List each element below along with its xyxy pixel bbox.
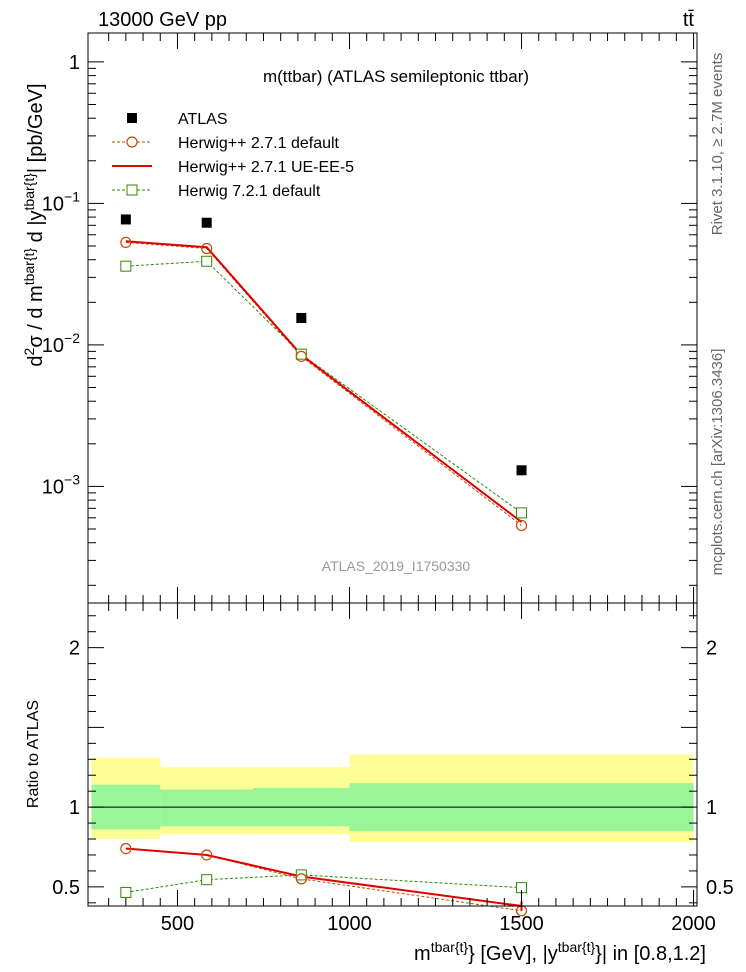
- point-atlas: [201, 217, 212, 228]
- point-herwigpp-default: [515, 519, 528, 532]
- ratio-point-herwigpp-default: [201, 849, 213, 861]
- x-tick-label: 1000: [327, 913, 372, 935]
- point-herwig7: [295, 348, 307, 360]
- ratio-band-inner: [160, 789, 254, 827]
- ratio-point-herwig7: [295, 869, 307, 881]
- series-line-herwigpp-default: [125, 241, 522, 526]
- ratio-line-herwigpp-ue-ee-5: [125, 847, 522, 907]
- ratio-plot-frame: [87, 602, 698, 907]
- x-tick-label: 2000: [671, 913, 716, 935]
- x-tick-label: 1500: [499, 913, 544, 935]
- legend-marker-atlas: [127, 113, 137, 123]
- ratio-point-herwig7: [201, 874, 213, 886]
- ratio-y-tick-label: 2: [69, 638, 80, 660]
- legend-label: Herwig++ 2.7.1 UE-EE-5: [178, 159, 354, 176]
- ratio-point-herwigpp-default: [120, 842, 132, 855]
- y-tick-label: 10−1: [42, 188, 80, 215]
- ratio-line-herwig7: [125, 874, 522, 893]
- point-atlas: [120, 214, 131, 225]
- x-tick-label: 500: [161, 913, 194, 935]
- ratio-y-tick-label-right: 2: [706, 638, 717, 660]
- point-herwigpp-default: [295, 350, 307, 362]
- ratio-point-herwigpp-default: [295, 873, 307, 885]
- point-atlas: [296, 312, 307, 323]
- side-text-mcplots: mcplots.cern.ch [arXiv:1306.3436]: [709, 349, 726, 576]
- main-plot: 1 10−1 10−2 10−3 m(ttbar) (ATLAS semilepton…: [21, 32, 698, 604]
- header-left: 13000 GeV pp: [98, 9, 227, 31]
- legend-label: ATLAS: [178, 111, 228, 128]
- ratio-plot: 500 1000 1500 2000 0.5 0.5 1 1 2 2 Ratio to ATLAS…: [25, 602, 734, 965]
- ratio-y-axis-label: Ratio to ATLAS: [25, 700, 42, 808]
- series-line-herwigpp-ue-ee-5: [125, 240, 523, 523]
- legend-marker-herwig7: [126, 184, 138, 196]
- header-right: tt̄: [683, 9, 695, 31]
- legend-marker-herwigpp-default: [126, 136, 138, 148]
- series-line-herwig7: [125, 260, 522, 514]
- y-tick-label: 10−3: [42, 471, 80, 498]
- ratio-y-tick-label: 0.5: [52, 877, 80, 899]
- legend: ATLAS Herwig++ 2.7.1 default Herwig++ 2.7.…: [112, 111, 354, 200]
- point-herwigpp-default: [120, 236, 132, 249]
- ratio-y-tick-label-right: 1: [706, 797, 717, 819]
- point-herwigpp-default: [201, 242, 213, 255]
- plot-title: m(ttbar) (ATLAS semileptonic ttbar): [263, 67, 529, 86]
- y-tick-label: 10−2: [42, 330, 80, 357]
- point-atlas: [516, 465, 527, 476]
- y-axis-label: d2σ / d mtbar{t} d |ytbar{t}| [pb/GeV]: [21, 83, 47, 366]
- ratio-y-tick-label: 1: [69, 797, 80, 819]
- legend-label: Herwig++ 2.7.1 default: [178, 135, 340, 152]
- side-text-rivet: Rivet 3.1.10, ≥ 2.7M events: [709, 53, 726, 236]
- point-herwig7: [516, 507, 528, 519]
- point-herwig7: [201, 255, 213, 267]
- x-axis-label: mtbar{t}} [GeV], |ytbar{t}}| in [0.8,1.2…: [414, 939, 706, 965]
- y-tick-label: 1: [69, 52, 80, 74]
- point-herwig7: [120, 260, 132, 272]
- legend-label: Herwig 7.2.1 default: [178, 183, 321, 200]
- analysis-watermark: ATLAS_2019_I1750330: [322, 558, 471, 574]
- ratio-y-tick-label-right: 0.5: [706, 877, 734, 899]
- ratio-point-herwig7: [120, 886, 132, 898]
